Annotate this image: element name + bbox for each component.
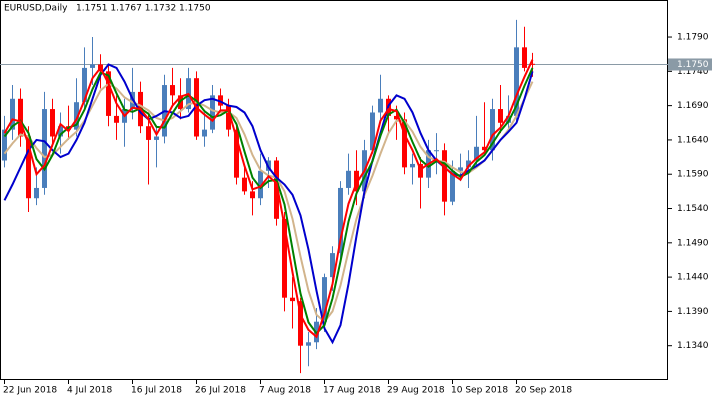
candle-body [250, 191, 255, 199]
y-tick-label: 1.1790 [677, 33, 709, 43]
candle-body [450, 170, 455, 202]
header-quote: 1.1751 1.1767 1.1732 1.1750 [76, 4, 211, 14]
candle-body [274, 160, 279, 219]
candle-body [226, 105, 231, 130]
candle-body [234, 129, 239, 178]
moving-average [3, 67, 534, 335]
candle-body [474, 146, 479, 161]
candle-body [34, 187, 39, 199]
candle-body [290, 297, 295, 302]
x-tick-label: 10 Sep 2018 [451, 386, 508, 396]
candle-body [370, 112, 375, 151]
x-tick-label: 22 Jun 2018 [3, 386, 57, 396]
candle-body [298, 301, 303, 346]
candle-body [466, 160, 471, 168]
candle-body [74, 102, 79, 130]
candle-body [434, 150, 439, 152]
candle-body [154, 136, 159, 140]
candle-body [114, 115, 119, 123]
candle-body [210, 95, 215, 130]
candle-body [258, 170, 263, 199]
y-tick-label: 1.1590 [677, 170, 709, 180]
candle-body [90, 64, 95, 68]
candle-body [522, 47, 527, 68]
candle-body [402, 119, 407, 168]
x-tick-label: 16 Jul 2018 [131, 386, 182, 396]
candle-body [10, 98, 15, 130]
price-label: 1.1750 [677, 60, 709, 70]
y-tick-label: 1.1540 [677, 204, 709, 214]
x-tick-label: 17 Aug 2018 [323, 386, 381, 396]
candle-body [458, 167, 463, 171]
candle-body [282, 218, 287, 298]
candle-body [410, 163, 415, 168]
x-tick-label: 26 Jul 2018 [195, 386, 246, 396]
candle-body [514, 47, 519, 116]
candle-body [82, 67, 87, 103]
candle-body [146, 126, 151, 140]
candle-body [442, 150, 447, 202]
x-tick-label: 7 Aug 2018 [259, 386, 311, 396]
x-tick-label: 4 Jul 2018 [67, 386, 112, 396]
candle-body [418, 163, 423, 178]
candle-body [50, 109, 55, 137]
x-tick-label: 20 Sep 2018 [515, 386, 572, 396]
candle-body [498, 109, 503, 123]
candle-body [202, 129, 207, 137]
candle-body [42, 109, 47, 188]
y-tick-label: 1.1690 [677, 101, 709, 111]
candle-body [306, 342, 311, 346]
price-label-box [668, 58, 712, 71]
candle-body [490, 109, 495, 151]
candle-body [58, 126, 63, 137]
x-tick-label: 29 Aug 2018 [387, 386, 445, 396]
candle-body [330, 253, 335, 278]
candle-body [2, 129, 7, 161]
candle-body [530, 63, 535, 65]
y-tick-label: 1.1340 [677, 341, 709, 351]
candle-body [482, 146, 487, 151]
candle-body [338, 187, 343, 254]
y-tick-label: 1.1740 [677, 67, 709, 77]
y-tick-label: 1.1490 [677, 238, 709, 248]
candle-body [354, 170, 359, 192]
plot-frame [0, 0, 668, 380]
candle-body [26, 136, 31, 199]
y-tick-label: 1.1440 [677, 273, 709, 283]
y-tick-label: 1.1640 [677, 135, 709, 145]
candle-body [106, 71, 111, 116]
moving-average [3, 59, 534, 339]
candle-body [170, 85, 175, 96]
candle-body [322, 277, 327, 322]
candle-body [346, 170, 351, 188]
chart-title: EURUSD,Daily [4, 4, 68, 14]
candle-body [18, 98, 23, 137]
candle-body [394, 115, 399, 120]
candle-body [378, 98, 383, 113]
candle-body [242, 177, 247, 192]
y-tick-label: 1.1390 [677, 307, 709, 317]
